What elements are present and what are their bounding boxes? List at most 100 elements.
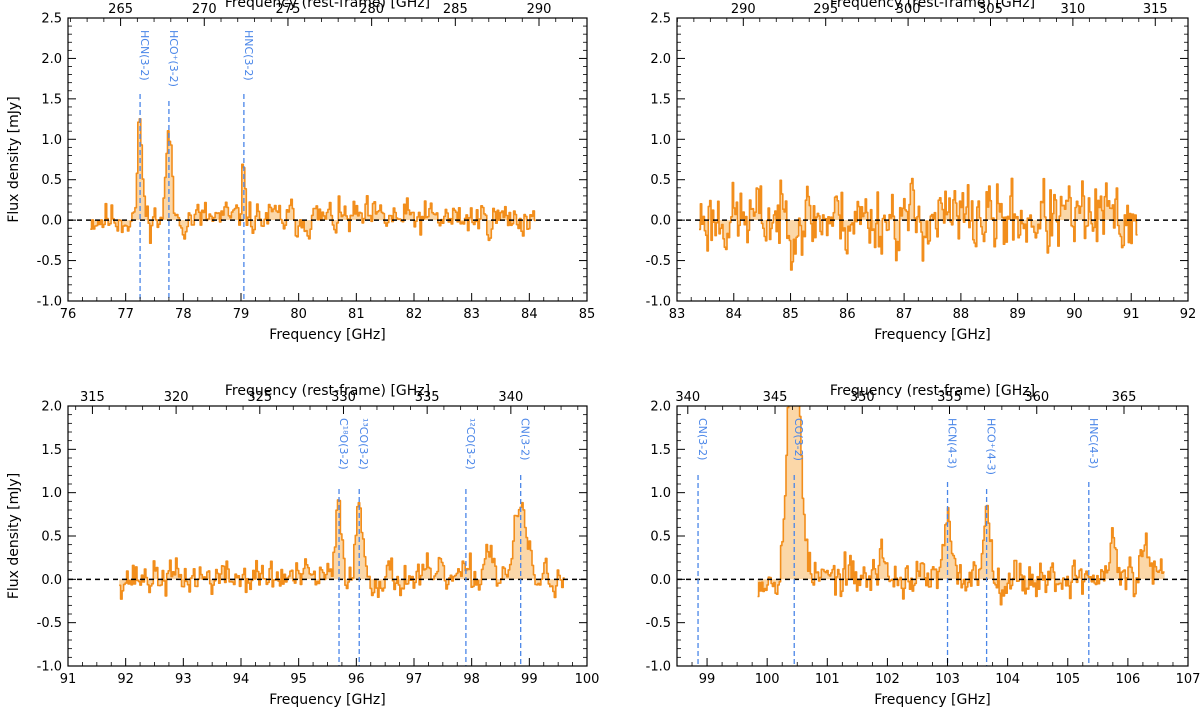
x-tick-label: 78 xyxy=(175,307,192,322)
x2-tick-label: 315 xyxy=(80,390,105,405)
x-tick-label: 101 xyxy=(815,672,840,687)
spectrum-line xyxy=(757,406,1165,606)
x2-axis-label: Frequency (rest-frame) [GHz] xyxy=(830,0,1035,11)
y-tick-label: 0.5 xyxy=(41,173,62,188)
x-tick-label: 83 xyxy=(463,307,480,322)
line-label: HCO⁺(4-3) xyxy=(985,418,998,475)
y-tick-label: 1.0 xyxy=(41,133,62,148)
x2-tick-label: 270 xyxy=(192,2,217,17)
x-tick-label: 97 xyxy=(406,672,423,687)
x-tick-label: 92 xyxy=(117,672,134,687)
line-label: CN(3-2) xyxy=(696,418,709,460)
x-tick-label: 81 xyxy=(348,307,365,322)
x-tick-label: 82 xyxy=(406,307,423,322)
x-tick-label: 98 xyxy=(463,672,480,687)
x2-tick-label: 275 xyxy=(276,2,301,17)
y-tick-label: 0.5 xyxy=(650,173,671,188)
spectrum-line xyxy=(699,177,1138,271)
x-tick-label: 93 xyxy=(175,672,192,687)
x2-tick-label: 355 xyxy=(937,390,962,405)
line-label: HCO⁺(3-2) xyxy=(167,30,180,87)
y-tick-label: 2.0 xyxy=(41,400,62,415)
x-tick-label: 96 xyxy=(348,672,365,687)
y-tick-label: 2.5 xyxy=(41,12,62,27)
spectrum-line xyxy=(90,118,536,244)
x2-axis-label: Frequency (rest-frame) [GHz] xyxy=(830,383,1035,399)
x-axis-label: Frequency [GHz] xyxy=(874,327,990,343)
panel-bottom-left: C¹⁸O(3-2) ¹³CO(3-2) ¹²CO(3-2) CN(3-2) 91 92 93… xyxy=(6,383,599,708)
y-tick-label: 0.0 xyxy=(41,573,62,588)
panel-top-right: 83 84 85 86 87 88 89 90 91 92 290 295 300 305 310 315 -1… xyxy=(646,0,1197,343)
line-label: HCN(4-3) xyxy=(946,418,959,469)
x2-axis-label: Frequency (rest-frame) [GHz] xyxy=(225,0,430,11)
x2-tick-label: 295 xyxy=(813,2,838,17)
y-tick-label: 0.5 xyxy=(41,530,62,545)
x-tick-label: 80 xyxy=(290,307,307,322)
line-label: C¹⁸O(3-2) xyxy=(337,418,350,470)
y-tick-label: -0.5 xyxy=(646,616,671,631)
y-tick-label: -0.5 xyxy=(37,254,62,269)
x-tick-label: 88 xyxy=(953,307,970,322)
x-axis-label: Frequency [GHz] xyxy=(874,692,990,708)
panel-top-left: HCN(3-2) HCO⁺(3-2) HNC(3-2) 76 77 78 79 80 81 82 8… xyxy=(6,0,595,343)
x-tick-label: 104 xyxy=(995,672,1020,687)
x-tick-label: 77 xyxy=(117,307,134,322)
x-tick-label: 102 xyxy=(875,672,900,687)
x2-tick-label: 290 xyxy=(527,2,552,17)
y-tick-label: 1.0 xyxy=(650,133,671,148)
spectrum-fill xyxy=(757,406,1165,605)
plot-frame xyxy=(67,405,588,667)
x-axis-label: Frequency [GHz] xyxy=(269,327,385,343)
x-tick-label: 107 xyxy=(1176,672,1200,687)
x-tick-label: 87 xyxy=(896,307,913,322)
x-tick-label: 79 xyxy=(233,307,250,322)
y-axis-label: Flux density [mJy] xyxy=(6,473,22,599)
plot-frame xyxy=(676,17,1189,302)
x2-tick-label: 335 xyxy=(415,390,440,405)
line-label: HNC(4-3) xyxy=(1087,418,1100,469)
x2-tick-label: 350 xyxy=(850,390,875,405)
spectrum-line xyxy=(119,499,565,600)
x-tick-label: 103 xyxy=(935,672,960,687)
y-tick-label: -0.5 xyxy=(37,616,62,631)
line-label: HCN(3-2) xyxy=(138,30,151,81)
x-tick-label: 85 xyxy=(579,307,596,322)
x2-tick-label: 320 xyxy=(164,390,189,405)
x-tick-label: 90 xyxy=(1066,307,1083,322)
y-tick-label: 1.5 xyxy=(650,443,671,458)
spectrum-fill xyxy=(119,499,565,600)
y-axis-label: Flux density [mJy] xyxy=(6,96,22,222)
x-tick-label: 105 xyxy=(1055,672,1080,687)
x2-tick-label: 330 xyxy=(331,390,356,405)
x-tick-label: 91 xyxy=(1123,307,1140,322)
x2-tick-label: 340 xyxy=(498,390,523,405)
x-tick-label: 99 xyxy=(521,672,538,687)
y-tick-label: 2.0 xyxy=(650,400,671,415)
y-tick-label: 1.5 xyxy=(41,92,62,107)
x2-tick-label: 315 xyxy=(1143,2,1168,17)
line-label: CO(3-2) xyxy=(792,418,805,461)
x2-tick-label: 310 xyxy=(1060,2,1085,17)
x2-tick-label: 280 xyxy=(359,2,384,17)
y-tick-label: 2.0 xyxy=(41,52,62,67)
y-tick-label: 2.5 xyxy=(650,12,671,27)
x2-tick-label: 365 xyxy=(1112,390,1137,405)
x2-tick-label: 345 xyxy=(763,390,788,405)
x-tick-label: 94 xyxy=(233,672,250,687)
x2-tick-label: 265 xyxy=(108,2,133,17)
y-tick-label: 0.0 xyxy=(41,214,62,229)
x2-tick-label: 290 xyxy=(731,2,756,17)
panel-bottom-right: CN(3-2) CO(3-2) HCN(4-3) HCO⁺(4-3) HNC(4-3) 9… xyxy=(646,383,1200,708)
y-tick-label: 1.5 xyxy=(41,443,62,458)
x2-tick-label: 360 xyxy=(1024,390,1049,405)
y-tick-label: 2.0 xyxy=(650,52,671,67)
y-tick-label: 1.0 xyxy=(41,486,62,501)
x-tick-label: 84 xyxy=(521,307,538,322)
x-tick-label: 85 xyxy=(782,307,799,322)
line-label: ¹²CO(3-2) xyxy=(464,418,477,470)
y-tick-label: -1.0 xyxy=(646,295,671,310)
line-label: ¹³CO(3-2) xyxy=(357,418,370,470)
x-axis-label: Frequency [GHz] xyxy=(269,692,385,708)
y-tick-label: 0.5 xyxy=(650,530,671,545)
